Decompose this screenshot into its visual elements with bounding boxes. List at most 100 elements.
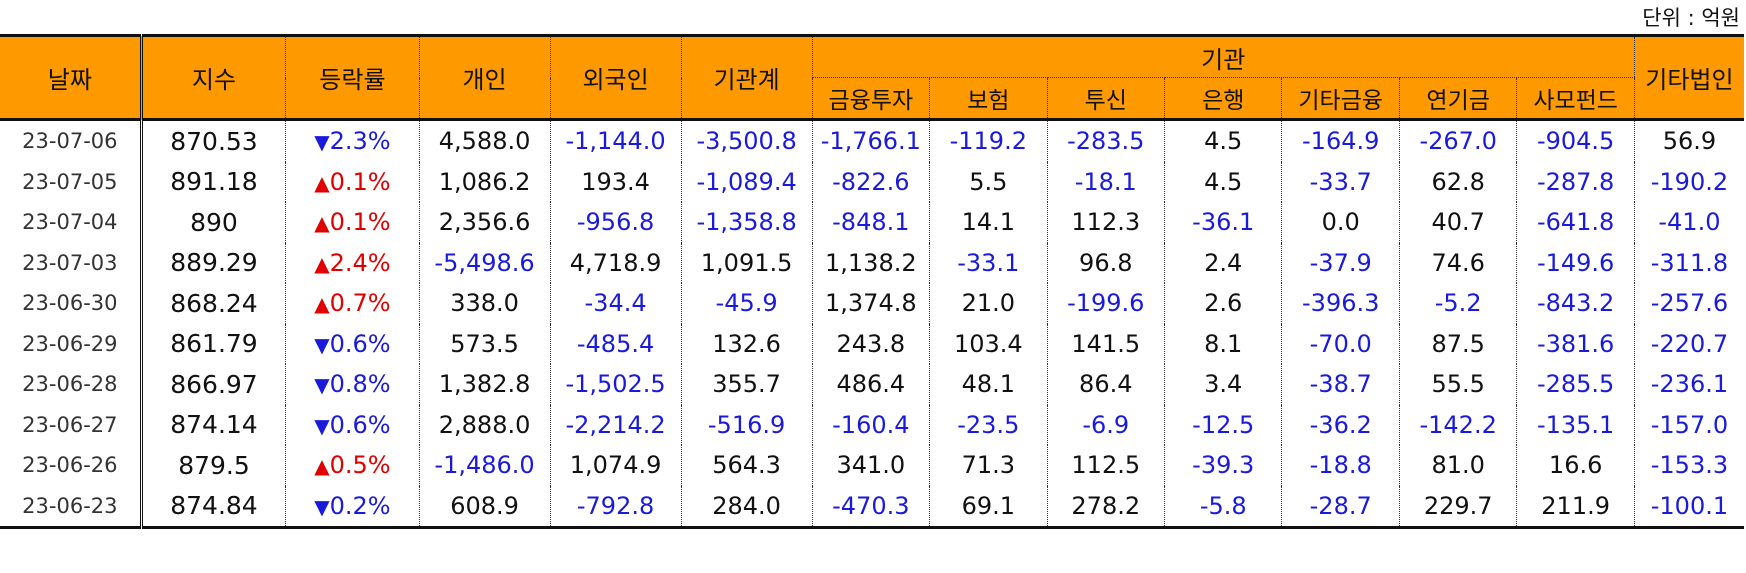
value-cell: -160.4 xyxy=(811,404,930,445)
value-cell: -23.5 xyxy=(929,404,1048,445)
table-row: 23-06-28 866.97 ▼0.8% 1,382.8 -1,502.5 355.7 4… xyxy=(0,364,1744,405)
triangle-up-icon: ▲ xyxy=(314,211,330,236)
value-cell: -843.2 xyxy=(1516,283,1635,324)
value-cell: -396.3 xyxy=(1281,283,1400,324)
triangle-down-icon: ▼ xyxy=(314,413,330,438)
value-cell: 96.8 xyxy=(1046,242,1165,283)
triangle-up-icon: ▲ xyxy=(314,170,330,195)
value-cell: -199.6 xyxy=(1046,283,1165,324)
value-cell: 229.7 xyxy=(1398,485,1517,529)
date-cell: 23-06-27 xyxy=(22,412,118,437)
change-cell: ▼0.2% xyxy=(285,485,420,529)
value-cell: 112.5 xyxy=(1046,445,1165,486)
change-value: 2.3% xyxy=(329,127,391,156)
value-cell: -1,486.0 xyxy=(418,445,551,486)
value-cell: -33.1 xyxy=(929,242,1048,283)
value-cell: -848.1 xyxy=(811,202,930,243)
value-cell: 21.0 xyxy=(929,283,1048,324)
value-cell: -1,358.8 xyxy=(680,202,813,243)
value-cell: -39.3 xyxy=(1163,445,1282,486)
value-cell: -18.8 xyxy=(1281,445,1400,486)
value-cell: 56.9 xyxy=(1633,119,1744,162)
header-bank: 은행 xyxy=(1163,77,1282,120)
value-cell: 4.5 xyxy=(1163,161,1282,202)
value-cell: -6.9 xyxy=(1046,404,1165,445)
value-cell: -70.0 xyxy=(1281,323,1400,364)
value-cell: -792.8 xyxy=(549,485,682,529)
value-cell: 81.0 xyxy=(1398,445,1517,486)
change-value: 0.7% xyxy=(329,289,391,318)
value-cell: -5.8 xyxy=(1163,485,1282,529)
value-cell: -311.8 xyxy=(1633,242,1744,283)
value-cell: -18.1 xyxy=(1046,161,1165,202)
header-trust: 투신 xyxy=(1046,77,1165,120)
value-cell: -37.9 xyxy=(1281,242,1400,283)
triangle-up-icon: ▲ xyxy=(314,454,330,479)
value-cell: 40.7 xyxy=(1398,202,1517,243)
value-cell: 86.4 xyxy=(1046,364,1165,405)
change-value: 0.1% xyxy=(329,208,391,237)
investor-trading-table: 날짜 지수 등락률 개인 외국인 기관계 기관 기타법인 금융투자 보험 투신 … xyxy=(0,34,1744,529)
header-financial-invest: 금융투자 xyxy=(811,77,930,120)
date-cell: 23-06-30 xyxy=(22,291,118,316)
change-value: 0.5% xyxy=(329,451,391,480)
value-cell: -33.7 xyxy=(1281,161,1400,202)
value-cell: -956.8 xyxy=(549,202,682,243)
index-cell: 866.97 xyxy=(139,364,286,405)
header-private-fund: 사모펀드 xyxy=(1516,77,1635,120)
value-cell: 2,356.6 xyxy=(418,202,551,243)
header-index: 지수 xyxy=(139,35,286,120)
value-cell: 1,086.2 xyxy=(418,161,551,202)
value-cell: 2,888.0 xyxy=(418,404,551,445)
table-row: 23-06-23 874.84 ▼0.2% 608.9 -792.8 284.0 -470.… xyxy=(0,485,1744,529)
value-cell: 87.5 xyxy=(1398,323,1517,364)
value-cell: -45.9 xyxy=(680,283,813,324)
value-cell: 69.1 xyxy=(929,485,1048,529)
value-cell: -190.2 xyxy=(1633,161,1744,202)
triangle-down-icon: ▼ xyxy=(314,130,330,155)
value-cell: -34.4 xyxy=(549,283,682,324)
change-cell: ▼0.6% xyxy=(285,323,420,364)
change-cell: ▲0.1% xyxy=(285,161,420,202)
header-insurance: 보험 xyxy=(929,77,1048,120)
header-foreign: 외국인 xyxy=(549,35,682,120)
header-other-corp: 기타법인 xyxy=(1633,35,1744,120)
date-cell: 23-07-03 xyxy=(22,250,118,275)
value-cell: -164.9 xyxy=(1281,119,1400,162)
index-cell: 868.24 xyxy=(139,283,286,324)
value-cell: -5,498.6 xyxy=(418,242,551,283)
value-cell: 16.6 xyxy=(1516,445,1635,486)
header-change: 등락률 xyxy=(285,35,420,120)
value-cell: 14.1 xyxy=(929,202,1048,243)
value-cell: -904.5 xyxy=(1516,119,1635,162)
value-cell: -220.7 xyxy=(1633,323,1744,364)
value-cell: 55.5 xyxy=(1398,364,1517,405)
table-row: 23-07-05 891.18 ▲0.1% 1,086.2 193.4 -1,089.4-… xyxy=(0,161,1744,202)
value-cell: -1,766.1 xyxy=(811,119,930,162)
value-cell: 486.4 xyxy=(811,364,930,405)
value-cell: -28.7 xyxy=(1281,485,1400,529)
triangle-down-icon: ▼ xyxy=(314,373,330,398)
value-cell: -157.0 xyxy=(1633,404,1744,445)
table-row: 23-06-30 868.24 ▲0.7% 338.0 -34.4 -45.9 1,374.… xyxy=(0,283,1744,324)
index-cell: 874.14 xyxy=(139,404,286,445)
change-cell: ▲0.5% xyxy=(285,445,420,486)
change-cell: ▼0.8% xyxy=(285,364,420,405)
value-cell: 3.4 xyxy=(1163,364,1282,405)
value-cell: -2,214.2 xyxy=(549,404,682,445)
value-cell: 1,138.2 xyxy=(811,242,930,283)
value-cell: -5.2 xyxy=(1398,283,1517,324)
value-cell: 132.6 xyxy=(680,323,813,364)
value-cell: -36.1 xyxy=(1163,202,1282,243)
value-cell: -153.3 xyxy=(1633,445,1744,486)
value-cell: 284.0 xyxy=(680,485,813,529)
value-cell: -641.8 xyxy=(1516,202,1635,243)
change-cell: ▼2.3% xyxy=(285,119,420,162)
table-row: 23-07-06 870.53 ▼2.3% 4,588.0 -1,144.0 -3,500… xyxy=(0,119,1744,162)
value-cell: 338.0 xyxy=(418,283,551,324)
table-row: 23-07-03 889.29 ▲2.4% -5,498.6 4,718.9 1,091.… xyxy=(0,242,1744,283)
value-cell: -285.5 xyxy=(1516,364,1635,405)
header-institution: 기관 xyxy=(811,35,1635,78)
value-cell: 141.5 xyxy=(1046,323,1165,364)
value-cell: -283.5 xyxy=(1046,119,1165,162)
